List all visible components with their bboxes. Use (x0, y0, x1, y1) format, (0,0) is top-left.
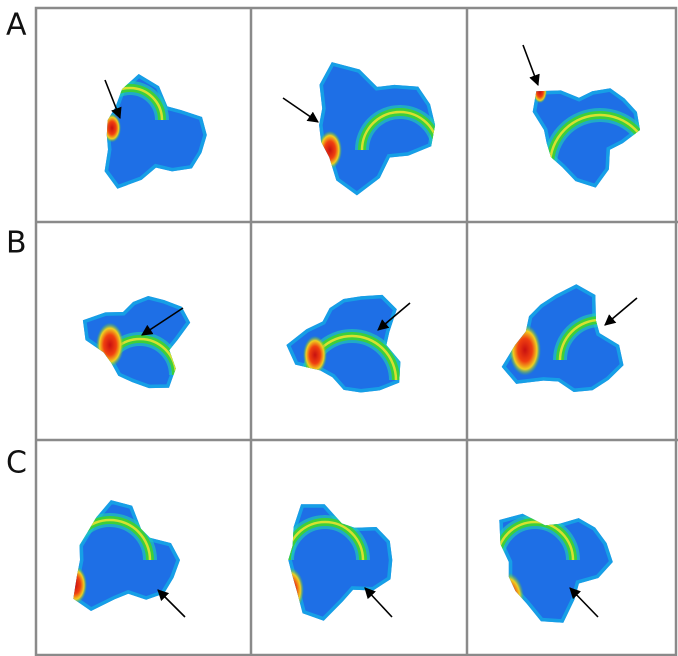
arrow (569, 587, 599, 618)
arc-core (104, 86, 164, 121)
arrow (141, 307, 184, 336)
arrow (522, 44, 540, 87)
blob-features (286, 294, 401, 393)
blob (288, 504, 393, 621)
blob-edge (319, 62, 436, 196)
arrow (104, 79, 122, 120)
arrow (377, 302, 411, 331)
arrow (604, 297, 638, 326)
blob-edge (499, 513, 613, 623)
blob (104, 74, 207, 189)
blob-features (104, 74, 207, 189)
blob (499, 513, 613, 623)
hot-spot (533, 88, 547, 104)
heatmap-panel (501, 284, 638, 392)
row-label: C (6, 446, 27, 481)
heatmap-panel (104, 74, 207, 189)
arc-core (499, 520, 575, 561)
arrow (282, 97, 319, 123)
arrow (364, 587, 393, 618)
row-label: A (6, 8, 27, 43)
arrow (157, 589, 186, 618)
heatmap-panel (522, 44, 640, 188)
blob-edge (532, 88, 640, 188)
blob-features (532, 88, 640, 188)
hot-spot (303, 335, 327, 375)
arc-core (548, 113, 640, 166)
blob-edge (82, 296, 191, 389)
heatmap-panel (286, 294, 411, 393)
row-label: B (6, 226, 27, 261)
blob-edge (286, 294, 401, 393)
grid-borders (34, 6, 678, 656)
